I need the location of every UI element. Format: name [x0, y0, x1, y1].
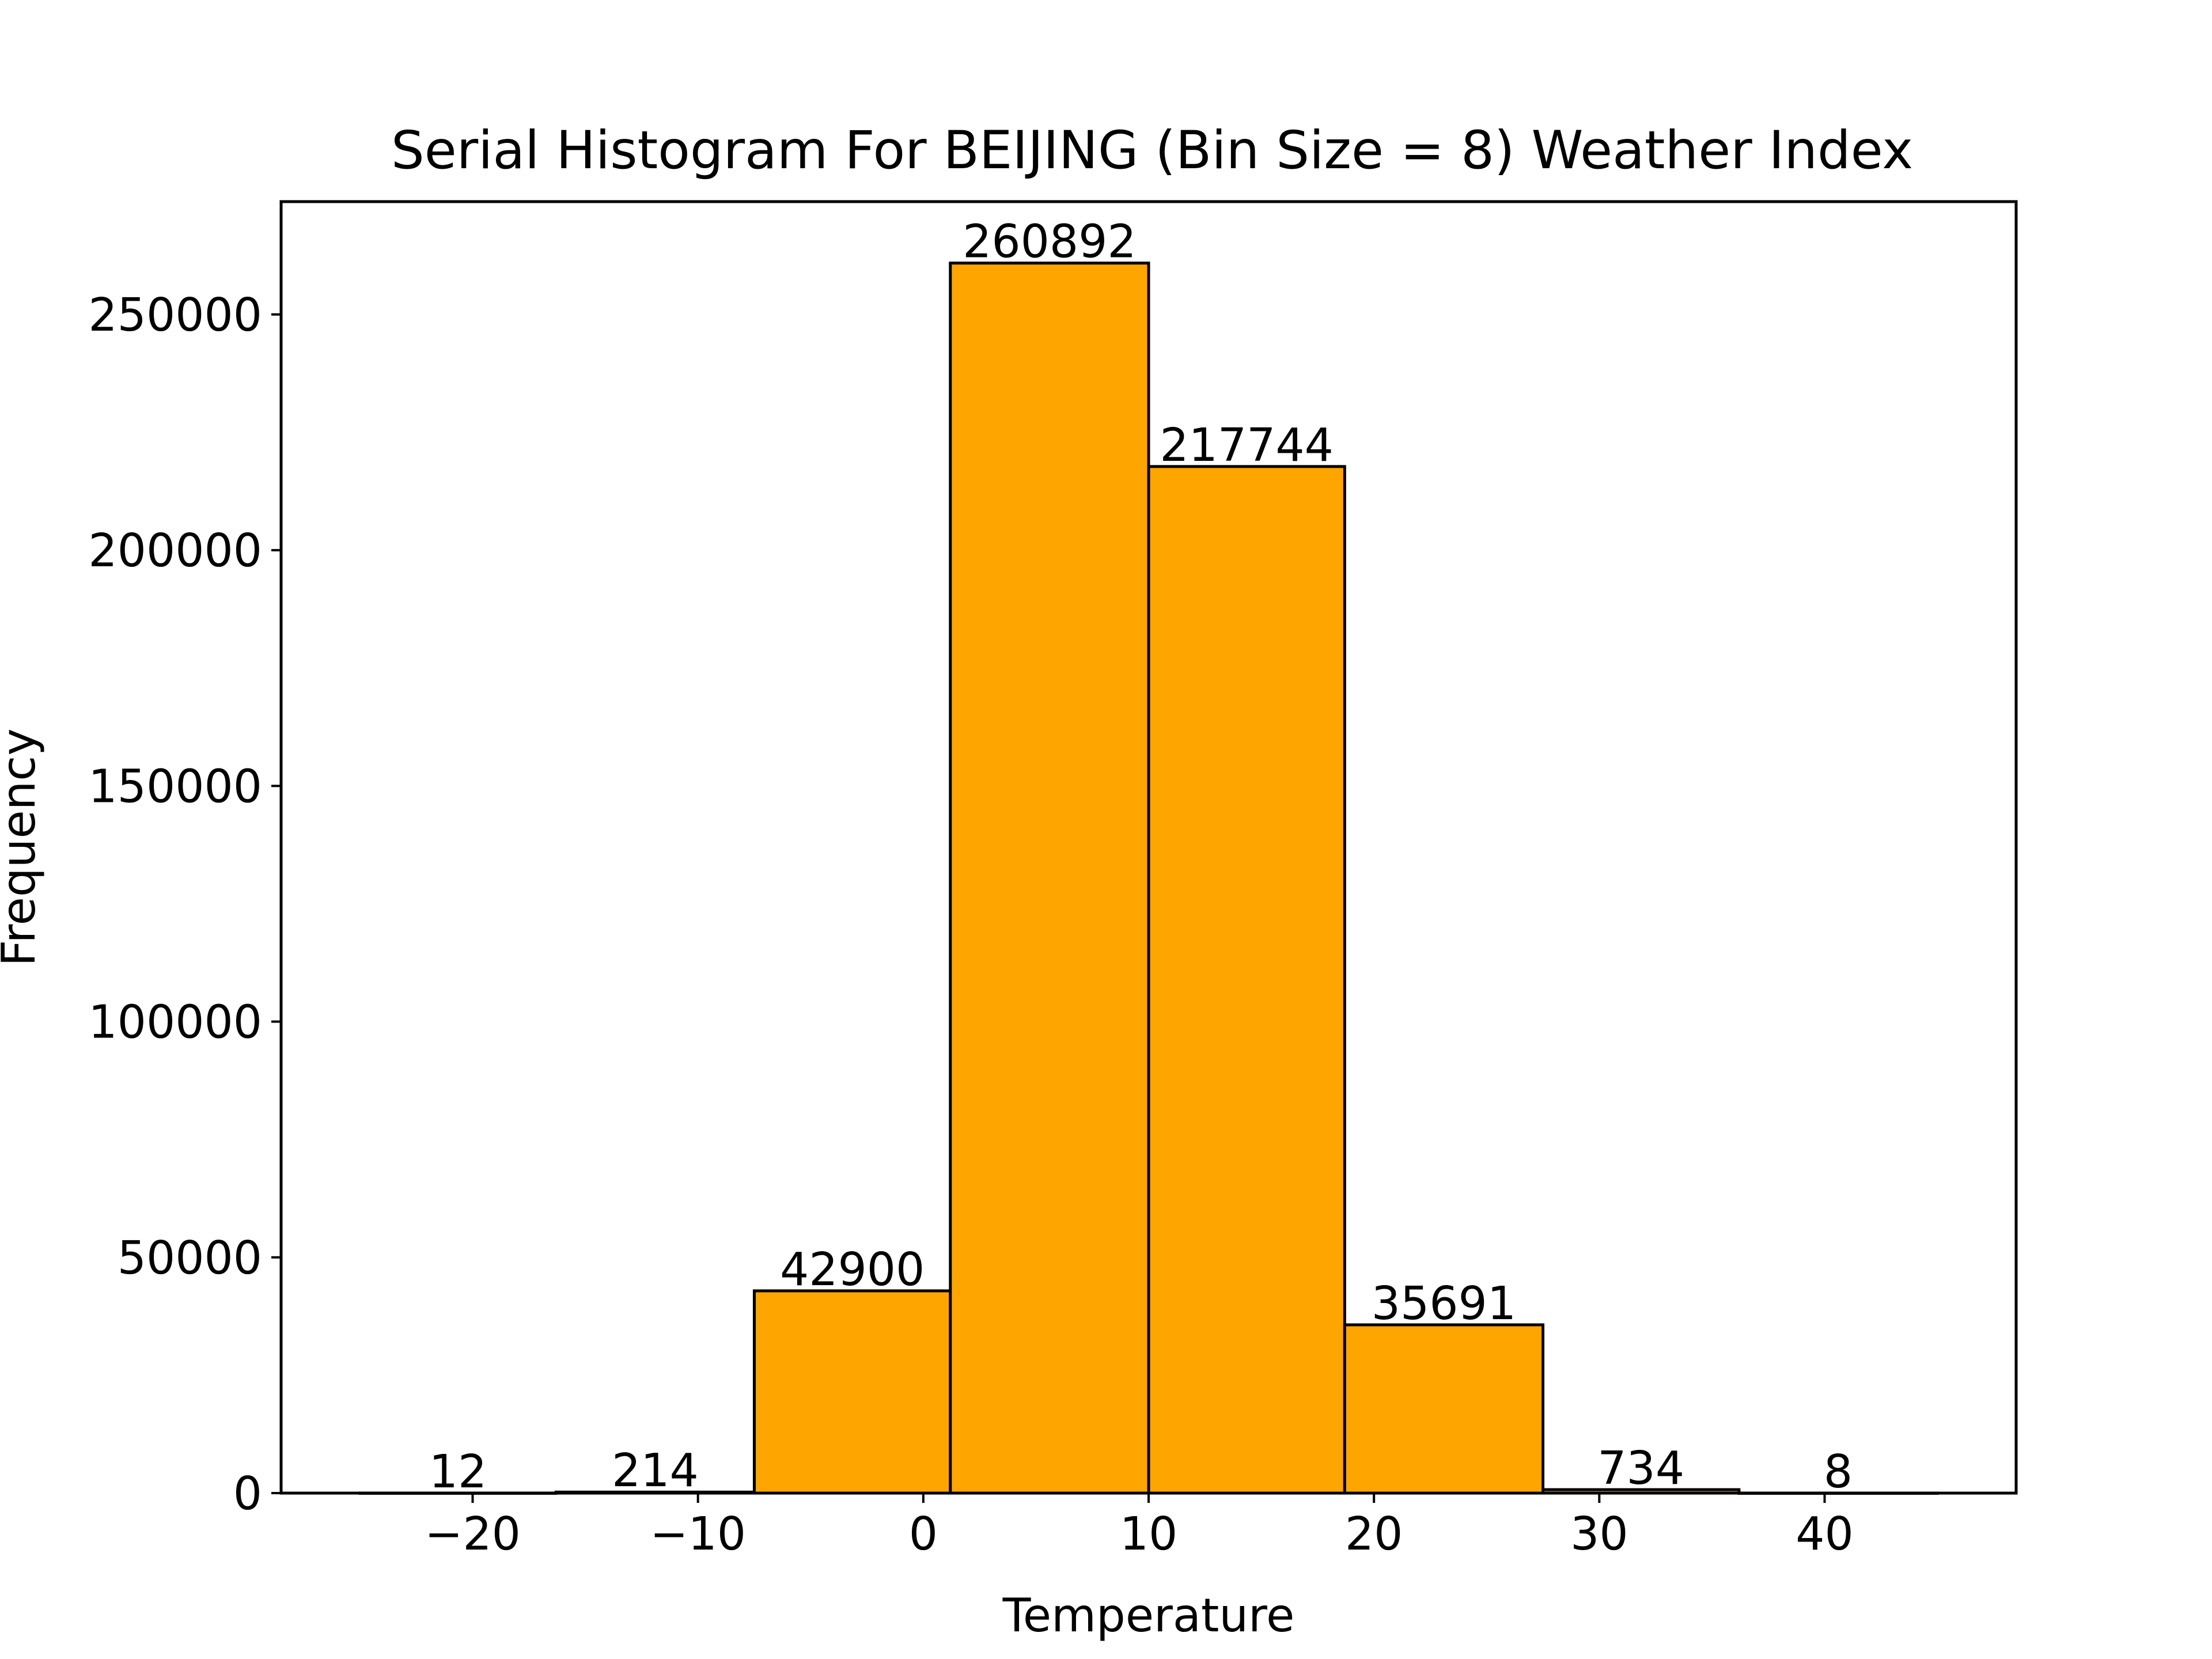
bar-value-label: 8 [1824, 1445, 1853, 1498]
x-axis: −20 −10 0 10 20 30 40 [425, 1493, 1854, 1560]
y-tick-label: 100000 [88, 996, 262, 1049]
x-tick-label: 40 [1796, 1508, 1854, 1560]
histogram-bar [752, 1289, 952, 1495]
y-tick-label: 250000 [88, 289, 262, 342]
x-tick-label: 20 [1345, 1508, 1403, 1560]
x-tick-label: 10 [1120, 1508, 1178, 1560]
x-tick-label: 30 [1570, 1508, 1628, 1560]
histogram-bar [949, 262, 1150, 1495]
bar-value-label: 734 [1597, 1442, 1684, 1495]
x-tick-label: −20 [425, 1508, 521, 1560]
chart-title: Serial Histogram For BEIJING (Bin Size =… [391, 120, 1913, 181]
x-tick-label: −10 [650, 1508, 746, 1560]
histogram-bar [1147, 465, 1346, 1495]
x-tick-label: 0 [909, 1508, 938, 1560]
y-tick-label: 150000 [88, 760, 262, 813]
bar-value-label: 42900 [780, 1243, 925, 1296]
bar-value-label: 217744 [1160, 419, 1334, 472]
bar-value-label: 12 [429, 1445, 487, 1498]
bar-value-label: 214 [612, 1444, 699, 1497]
y-tick-label: 200000 [88, 524, 262, 577]
histogram-bar [1343, 1323, 1545, 1495]
y-tick-label: 50000 [118, 1232, 262, 1285]
data-labels-layer: 12 214 42900 260892 217744 35691 734 8 [429, 215, 1853, 1498]
y-tick-label: 0 [233, 1467, 262, 1520]
bar-value-label: 35691 [1372, 1277, 1516, 1330]
x-axis-label: Temperature [1002, 1589, 1295, 1642]
bars-layer [358, 262, 1939, 1495]
y-axis: 0 50000 100000 150000 200000 250000 [88, 289, 281, 1520]
y-axis-label: Frequency [0, 728, 46, 966]
bar-value-label: 260892 [963, 215, 1137, 268]
